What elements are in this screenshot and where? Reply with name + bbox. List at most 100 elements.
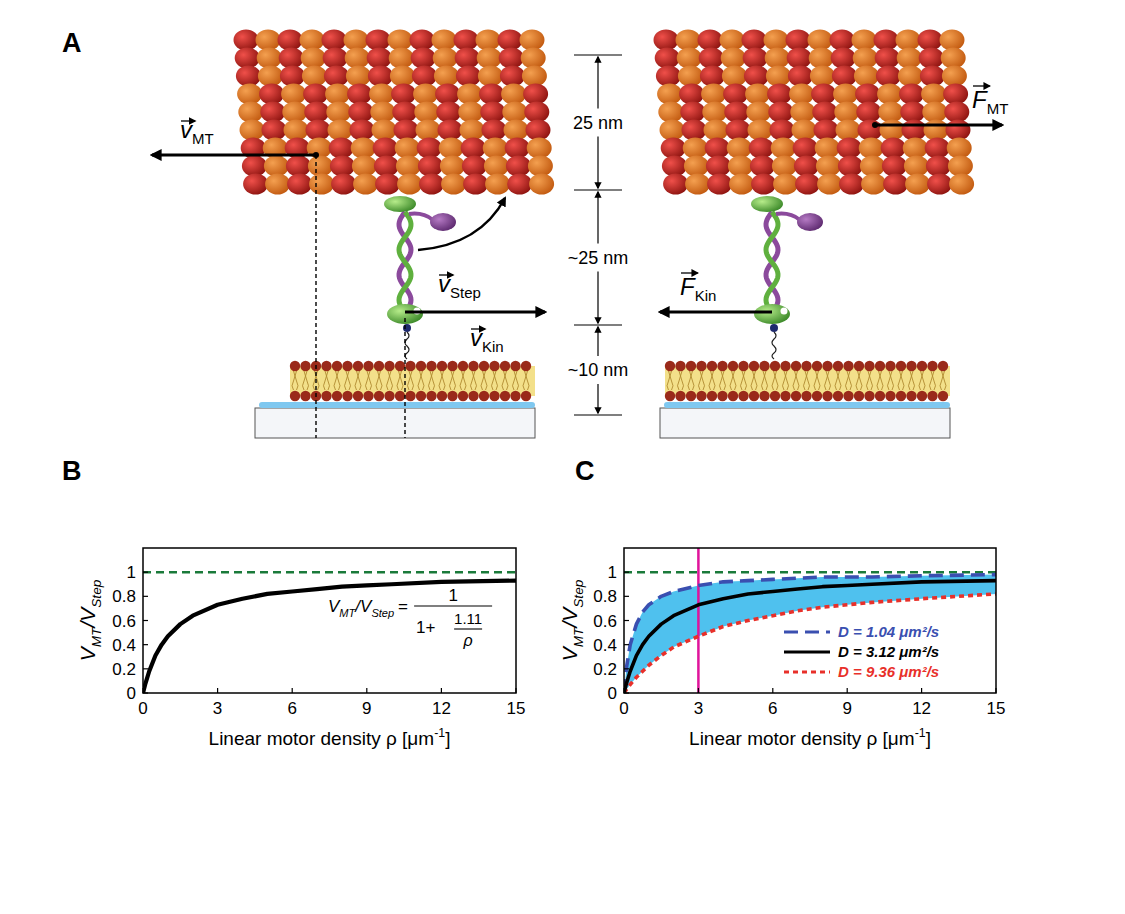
tubulin: [656, 66, 681, 87]
y-tick: [624, 668, 629, 669]
figure: AvMTvStepvKinFMTFKin25 nm~25 nm~10 nmB03…: [0, 0, 1125, 914]
lipid-head: [717, 391, 727, 401]
tubulin: [265, 174, 290, 195]
lipid-head: [416, 391, 426, 401]
lipid-head: [833, 361, 843, 371]
dimension-tick: [574, 54, 622, 55]
tubulin: [925, 138, 950, 159]
chart-panel: B0369121500.20.40.60.81Linear motor dens…: [62, 456, 525, 749]
tubulin: [920, 66, 945, 87]
tubulin: [940, 30, 965, 51]
tubulin: [655, 48, 680, 69]
tubulin: [882, 156, 907, 177]
tubulin: [837, 138, 862, 159]
lipid-tail: [292, 371, 298, 390]
tubulin: [328, 120, 353, 141]
tubulin: [259, 84, 284, 105]
panel-letter: B: [62, 456, 82, 486]
tubulin: [789, 84, 814, 105]
tubulin: [529, 174, 554, 195]
tubulin: [765, 48, 790, 69]
tubulin: [905, 174, 930, 195]
tubulin: [485, 174, 510, 195]
tubulin: [816, 156, 841, 177]
tubulin: [832, 66, 857, 87]
lipid-head: [353, 391, 363, 401]
tubulin: [345, 48, 370, 69]
tubulin: [368, 66, 393, 87]
x-tick-label: 15: [507, 699, 526, 718]
dimension-arrow: [597, 384, 598, 413]
lipid-tail: [741, 371, 747, 390]
lipid-head: [938, 361, 948, 371]
tubulin: [394, 120, 419, 141]
lipid-head: [864, 391, 874, 401]
lipid-head: [300, 391, 310, 401]
superscript: -1: [434, 726, 445, 740]
tubulin: [751, 174, 776, 195]
tubulin: [524, 102, 549, 123]
lipid-head: [468, 391, 478, 401]
x-tick: [441, 688, 442, 693]
lipid-tail: [471, 371, 477, 390]
x-tick-label: 3: [694, 699, 703, 718]
legend: D = 1.04 μm²/sD = 3.12 μm²/sD = 9.36 μm²…: [784, 623, 939, 680]
tether: [772, 332, 776, 359]
tubulin: [461, 138, 486, 159]
force-arrow: [875, 124, 1002, 127]
lipid-tail: [909, 371, 915, 390]
tubulin: [926, 156, 951, 177]
vector-arrow: [439, 274, 453, 275]
lipid-head: [468, 361, 478, 371]
lipid-head: [833, 391, 843, 401]
subscript: Kin: [695, 287, 717, 304]
equation-numerator: 1: [448, 586, 457, 605]
lipid-head: [707, 391, 717, 401]
lipid-head: [290, 391, 300, 401]
x-tick-label: 6: [768, 699, 777, 718]
tubulin: [812, 102, 837, 123]
lipid-head: [510, 391, 520, 401]
text-part: ]: [926, 728, 931, 749]
tail-head: [754, 304, 790, 324]
lipid-head: [321, 361, 331, 371]
tubulin: [419, 174, 444, 195]
kinesin: [751, 196, 823, 359]
legend-swatch: [784, 670, 830, 673]
tubulin: [260, 102, 285, 123]
lipid-head: [447, 391, 457, 401]
tubulin: [861, 174, 886, 195]
y-tick: [624, 596, 629, 597]
series-line: [624, 594, 996, 693]
tubulin: [304, 102, 329, 123]
stalk: [399, 212, 411, 306]
plot-frame: [624, 548, 996, 693]
tubulin: [388, 30, 413, 51]
lipid-head: [812, 391, 822, 401]
tubulin: [240, 120, 265, 141]
equation-lhs: VMT/VStep: [328, 597, 394, 619]
tubulin: [412, 66, 437, 87]
x-tick: [292, 688, 293, 693]
lipid-tail: [835, 371, 841, 390]
tubulin: [392, 102, 417, 123]
y-tick: [624, 644, 629, 645]
tubulin: [440, 156, 465, 177]
lipid-head: [770, 391, 780, 401]
lipid-head: [854, 361, 864, 371]
lipid-head: [510, 361, 520, 371]
subscript: Step: [571, 579, 586, 607]
light-chain-link: [409, 214, 433, 220]
tubulin: [258, 66, 283, 87]
lipid-tail: [919, 371, 925, 390]
tubulin: [706, 156, 731, 177]
lipid-head: [906, 361, 916, 371]
lipid-tail: [303, 371, 309, 390]
lipid-head: [665, 361, 675, 371]
lipid-head: [749, 391, 759, 401]
x-tick-label: 9: [842, 699, 851, 718]
panel-letter: C: [575, 456, 595, 486]
tubulin: [498, 30, 523, 51]
tubulin: [455, 48, 480, 69]
tubulin: [942, 66, 967, 87]
